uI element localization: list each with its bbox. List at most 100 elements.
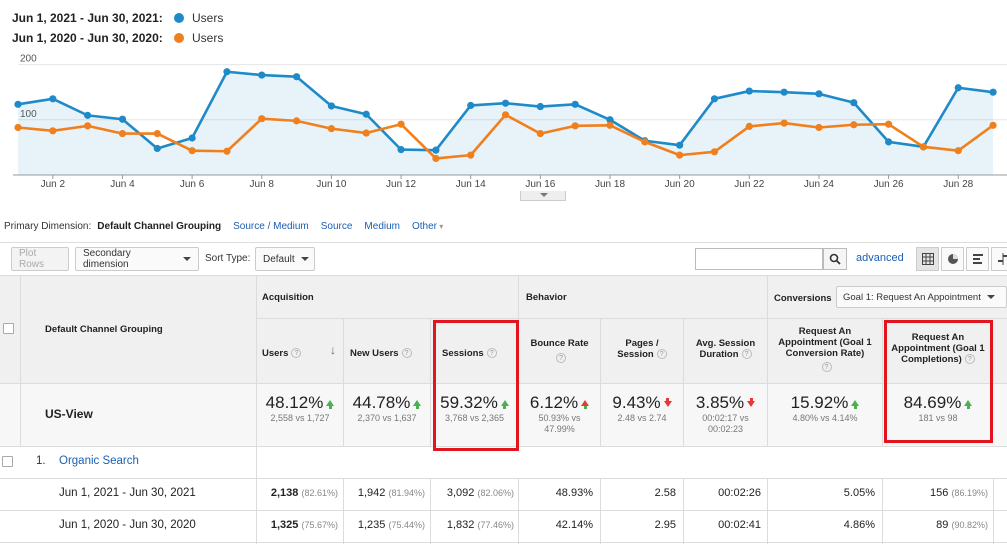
table-toolbar: Plot Rows Secondary dimension Sort Type:… (0, 242, 1007, 275)
x-tick-label: Jun 22 (734, 179, 764, 190)
legend-metric[interactable]: Users (192, 11, 224, 25)
bounce-rate-compare-1: 50.93% vs (538, 413, 581, 423)
help-icon[interactable]: ? (291, 348, 302, 359)
table-view-button[interactable] (916, 247, 939, 271)
pages-session-compare: 2.48 vs 2.74 (617, 413, 667, 423)
completions-header-label-1: Request An (911, 332, 965, 343)
secondary-dimension-dropdown[interactable]: Secondary dimension (75, 247, 199, 271)
help-icon[interactable]: ? (821, 362, 832, 372)
summary-completions: 84.69% 181 vs 98 (883, 393, 993, 424)
legend-metric[interactable]: Users (192, 31, 224, 45)
advanced-filter-link[interactable]: advanced (856, 252, 904, 264)
conv-rate-value: 4.86% (843, 519, 875, 531)
new-users-column-header[interactable]: New Users? (350, 348, 430, 359)
avg-duration-header-label-2: Duration (699, 349, 739, 360)
row-checkbox[interactable] (2, 456, 13, 467)
data-point (676, 151, 684, 159)
up-arrow-icon (413, 400, 422, 410)
primary-dimension-label: Primary Dimension: (4, 221, 92, 232)
bounce-rate-value: 48.93% (555, 487, 593, 499)
data-point (362, 129, 370, 137)
summary-new-users: 44.78% 2,370 vs 1,637 (344, 393, 430, 424)
plot-rows-button[interactable]: Plot Rows (11, 247, 69, 271)
x-tick-label: Jun 4 (110, 179, 135, 190)
new-users-change: 44.78% (352, 393, 411, 412)
dimension-source[interactable]: Source (320, 221, 353, 232)
up-arrow-icon (851, 400, 860, 410)
help-icon[interactable]: ? (656, 349, 667, 360)
conv-rate-change: 15.92% (790, 393, 849, 412)
avg-duration-compare-2: 00:02:23 (707, 424, 744, 434)
help-icon[interactable]: ? (964, 354, 975, 365)
summary-bounce-rate: 6.12% 50.93% vs 47.99% (519, 393, 600, 435)
series-area-2021 (18, 71, 994, 175)
data-point (780, 119, 788, 127)
pages-session-column-header[interactable]: Pages / Session? (601, 338, 683, 360)
select-all-checkbox[interactable] (3, 323, 14, 334)
goal-conversion-rate-column-header[interactable]: Request An Appointment (Goal 1 Conversio… (768, 326, 882, 372)
data-point (676, 141, 684, 149)
help-icon[interactable]: ? (741, 349, 752, 360)
sort-type-label: Sort Type: (205, 253, 251, 264)
data-point (954, 147, 962, 155)
sort-type-dropdown[interactable]: Default (255, 247, 315, 271)
bounce-rate-header-label: Bounce Rate (530, 338, 589, 349)
data-point (571, 100, 579, 108)
data-point (884, 120, 893, 128)
organic-search-link[interactable]: Organic Search (59, 455, 139, 467)
dimension-column-header[interactable]: Default Channel Grouping (45, 324, 163, 335)
data-point (919, 143, 928, 151)
sessions-change: 59.32% (440, 393, 498, 412)
dimension-default-channel-grouping[interactable]: Default Channel Grouping (97, 221, 222, 232)
sessions-column-header[interactable]: Sessions? (442, 348, 517, 359)
help-icon[interactable]: ? (486, 348, 497, 359)
help-icon[interactable]: ? (401, 348, 412, 359)
data-point (188, 147, 196, 155)
pie-view-button[interactable] (941, 247, 964, 271)
data-point (327, 102, 336, 110)
data-point (850, 99, 858, 107)
pie-chart-icon (947, 254, 958, 264)
legend-date-range: Jun 1, 2021 - Jun 30, 2021: (12, 11, 163, 25)
data-point (84, 111, 92, 119)
goal-completions-column-header[interactable]: Request An Appointment (Goal 1 Completio… (883, 332, 993, 365)
comparison-view-button[interactable] (991, 247, 1007, 271)
data-point (780, 88, 788, 96)
data-point (536, 129, 544, 138)
users-column-header[interactable]: Users? ↓ (262, 343, 342, 359)
data-point (641, 138, 649, 146)
dimension-medium[interactable]: Medium (364, 221, 400, 232)
avg-duration-value: 00:02:26 (718, 487, 761, 499)
summary-avg-duration: 3.85% 00:02:17 vs 00:02:23 (684, 393, 767, 435)
data-point (223, 147, 231, 155)
sessions-compare: 3,768 vs 2,365 (444, 413, 505, 423)
pages-session-value: 2.58 (654, 487, 676, 499)
data-point (536, 102, 544, 111)
avg-session-duration-column-header[interactable]: Avg. Session Duration? (684, 338, 767, 360)
sort-desc-arrow-icon: ↓ (330, 343, 336, 357)
search-button[interactable] (823, 248, 847, 270)
table-search-input[interactable] (695, 248, 823, 270)
avg-duration-header-label-1: Avg. Session (695, 338, 756, 349)
pages-session-header-label-2: Session (617, 349, 654, 360)
chart-resize-handle[interactable] (520, 191, 566, 201)
performance-view-button[interactable] (966, 247, 989, 271)
dimension-other-dropdown[interactable]: Other (412, 221, 443, 232)
completions-header-label-2: Appointment (Goal 1 (891, 343, 985, 354)
data-point (850, 121, 858, 129)
dimension-source-medium[interactable]: Source / Medium (233, 221, 309, 232)
help-icon[interactable]: ? (556, 353, 566, 363)
data-point (432, 154, 440, 163)
avg-duration-compare-1: 00:02:17 vs (702, 413, 749, 423)
legend-date-range: Jun 1, 2020 - Jun 30, 2020: (12, 31, 163, 45)
x-tick-label: Jun 26 (874, 179, 904, 190)
new-users-compare: 2,370 vs 1,637 (357, 413, 417, 423)
goal-selector-dropdown[interactable]: Goal 1: Request An Appointment (836, 286, 1007, 308)
secondary-dimension-label: Secondary dimension (83, 248, 131, 270)
conv-rate-compare: 4.80% vs 4.14% (792, 413, 858, 423)
data-point (258, 71, 266, 79)
sessions-header-label: Sessions (442, 348, 484, 359)
x-tick-label: Jun 28 (943, 179, 973, 190)
sessions-value: 1,832 (77.46%) (446, 519, 514, 531)
bounce-rate-column-header[interactable]: Bounce Rate ? (519, 338, 600, 363)
